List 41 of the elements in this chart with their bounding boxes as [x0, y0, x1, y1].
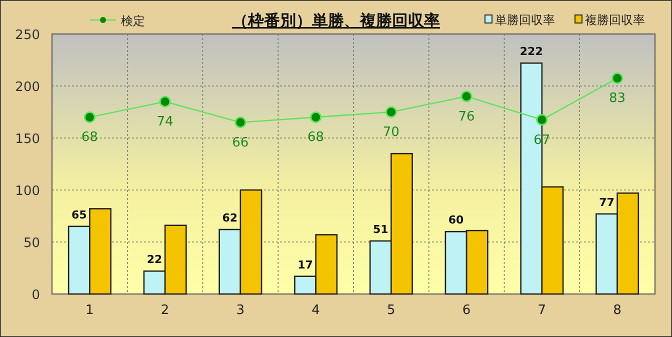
point: [310, 111, 322, 123]
point: [159, 96, 171, 108]
data-label: 76: [458, 109, 475, 124]
data-label: 68: [81, 130, 98, 146]
point: [612, 72, 624, 84]
data-label: 77: [599, 196, 614, 209]
x-tick-label: 8: [613, 303, 622, 318]
data-label: 74: [156, 114, 174, 130]
x-tick-label: 2: [160, 303, 170, 318]
data-label: 22: [146, 253, 162, 266]
data-label: 62: [222, 212, 238, 225]
data-label: 51: [372, 222, 388, 236]
data-label: 65: [71, 208, 87, 222]
point: [84, 111, 96, 123]
y-tick-label: 250: [15, 28, 40, 43]
point: [460, 90, 472, 102]
chart-title: （枠番別）単勝、複勝回収率: [232, 11, 440, 30]
y-tick-label: 150: [15, 132, 40, 147]
y-tick-label: 200: [15, 80, 40, 95]
point: [536, 114, 548, 126]
legend-label: 単勝回収率: [495, 13, 555, 27]
point: [385, 106, 397, 118]
data-label: 222: [520, 45, 543, 58]
data-label: 83: [609, 91, 626, 106]
y-tick-label: 100: [15, 184, 40, 199]
x-tick-label: 1: [86, 303, 94, 318]
legend-label: 複勝回収率: [585, 13, 645, 27]
data-label: 60: [448, 214, 464, 227]
data-label: 17: [298, 258, 313, 272]
data-label: 66: [232, 135, 249, 150]
x-tick-label: 3: [236, 303, 245, 318]
data-label: 68: [308, 130, 324, 146]
legend-label: 検定: [121, 14, 145, 28]
point: [234, 116, 246, 128]
y-tick-label: 50: [23, 236, 40, 251]
x-tick-label: 4: [312, 303, 320, 318]
data-label: 70: [382, 125, 400, 140]
x-tick-label: 5: [387, 303, 396, 318]
x-tick-label: 7: [538, 303, 546, 318]
y-tick-label: 0: [32, 288, 40, 303]
x-tick-label: 6: [462, 303, 471, 318]
